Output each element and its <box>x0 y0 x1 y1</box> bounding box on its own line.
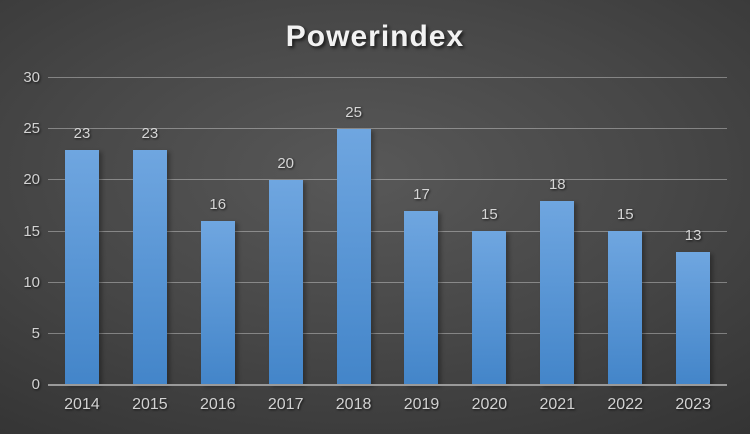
x-tick-label-2015: 2015 <box>132 396 168 413</box>
y-axis-labels: 0 5 10 15 20 25 30 <box>0 0 40 434</box>
x-tick-label-2017: 2017 <box>267 396 304 413</box>
bar-slot-2020: 15 <box>455 78 523 385</box>
data-label-2018: 25 <box>345 104 362 121</box>
x-axis-labels: 2014 2015 2016 2017 2018 2019 2020 2021 2022 2023 <box>48 395 727 415</box>
y-tick-label-15: 15 <box>23 222 40 240</box>
bar-2022[interactable] <box>608 231 643 385</box>
data-label-2019: 17 <box>413 186 430 203</box>
bar-slot-2017: 20 <box>252 78 320 385</box>
bar-slot-2021: 18 <box>523 78 591 385</box>
bar-slot-2022: 15 <box>591 78 659 385</box>
x-tick-label-2019: 2019 <box>403 396 440 413</box>
bar-2020[interactable] <box>472 231 507 385</box>
plot-area: 23 23 16 20 25 17 15 18 15 13 <box>48 77 727 386</box>
bar-2014[interactable] <box>64 150 99 385</box>
bar-2021[interactable] <box>540 201 575 385</box>
data-label-2023: 13 <box>684 227 702 244</box>
bar-slot-2014: 23 <box>48 78 116 385</box>
bar-slot-2015: 23 <box>116 78 184 385</box>
data-label-2014: 23 <box>73 125 91 142</box>
bar-2017[interactable] <box>268 180 303 385</box>
gridline-5 <box>48 332 727 334</box>
bar-2018[interactable] <box>336 129 371 385</box>
gridline-10 <box>48 281 727 283</box>
y-tick-label-0: 0 <box>31 376 40 393</box>
gridline-25 <box>48 128 727 130</box>
bar-slot-2018: 25 <box>320 78 388 385</box>
bar-slot-2023: 13 <box>659 78 727 385</box>
y-tick-label-20: 20 <box>23 171 40 189</box>
data-label-2021: 18 <box>548 176 566 193</box>
data-label-2015: 23 <box>141 125 159 142</box>
gridline-15 <box>48 230 727 232</box>
bar-series: 23 23 16 20 25 17 15 18 15 13 <box>48 78 727 385</box>
x-tick-label-2023: 2023 <box>675 396 711 413</box>
x-tick-label-2014: 2014 <box>64 396 100 413</box>
x-tick-label-2018: 2018 <box>335 396 372 413</box>
bar-2019[interactable] <box>404 211 439 385</box>
chart-title: Powerindex <box>285 20 465 53</box>
bar-2023[interactable] <box>676 252 711 385</box>
x-axis-line <box>48 384 727 386</box>
y-tick-label-25: 25 <box>23 120 40 138</box>
x-tick-label-2016: 2016 <box>199 396 236 413</box>
x-tick-label-2021: 2021 <box>539 396 576 413</box>
y-tick-label-30: 30 <box>23 69 40 86</box>
y-tick-label-10: 10 <box>23 273 40 291</box>
bar-slot-2019: 17 <box>388 78 456 385</box>
x-tick-label-2020: 2020 <box>471 396 508 413</box>
data-label-2022: 15 <box>616 206 634 223</box>
gridline-20 <box>48 179 727 181</box>
bar-slot-2016: 16 <box>184 78 252 385</box>
gridline-30 <box>48 77 727 78</box>
data-label-2016: 16 <box>209 196 227 213</box>
y-tick-label-5: 5 <box>31 324 40 342</box>
bar-2015[interactable] <box>132 150 167 385</box>
data-label-2020: 15 <box>481 206 498 223</box>
bar-2016[interactable] <box>200 221 235 385</box>
data-label-2017: 20 <box>277 155 295 172</box>
x-tick-label-2022: 2022 <box>607 396 643 413</box>
